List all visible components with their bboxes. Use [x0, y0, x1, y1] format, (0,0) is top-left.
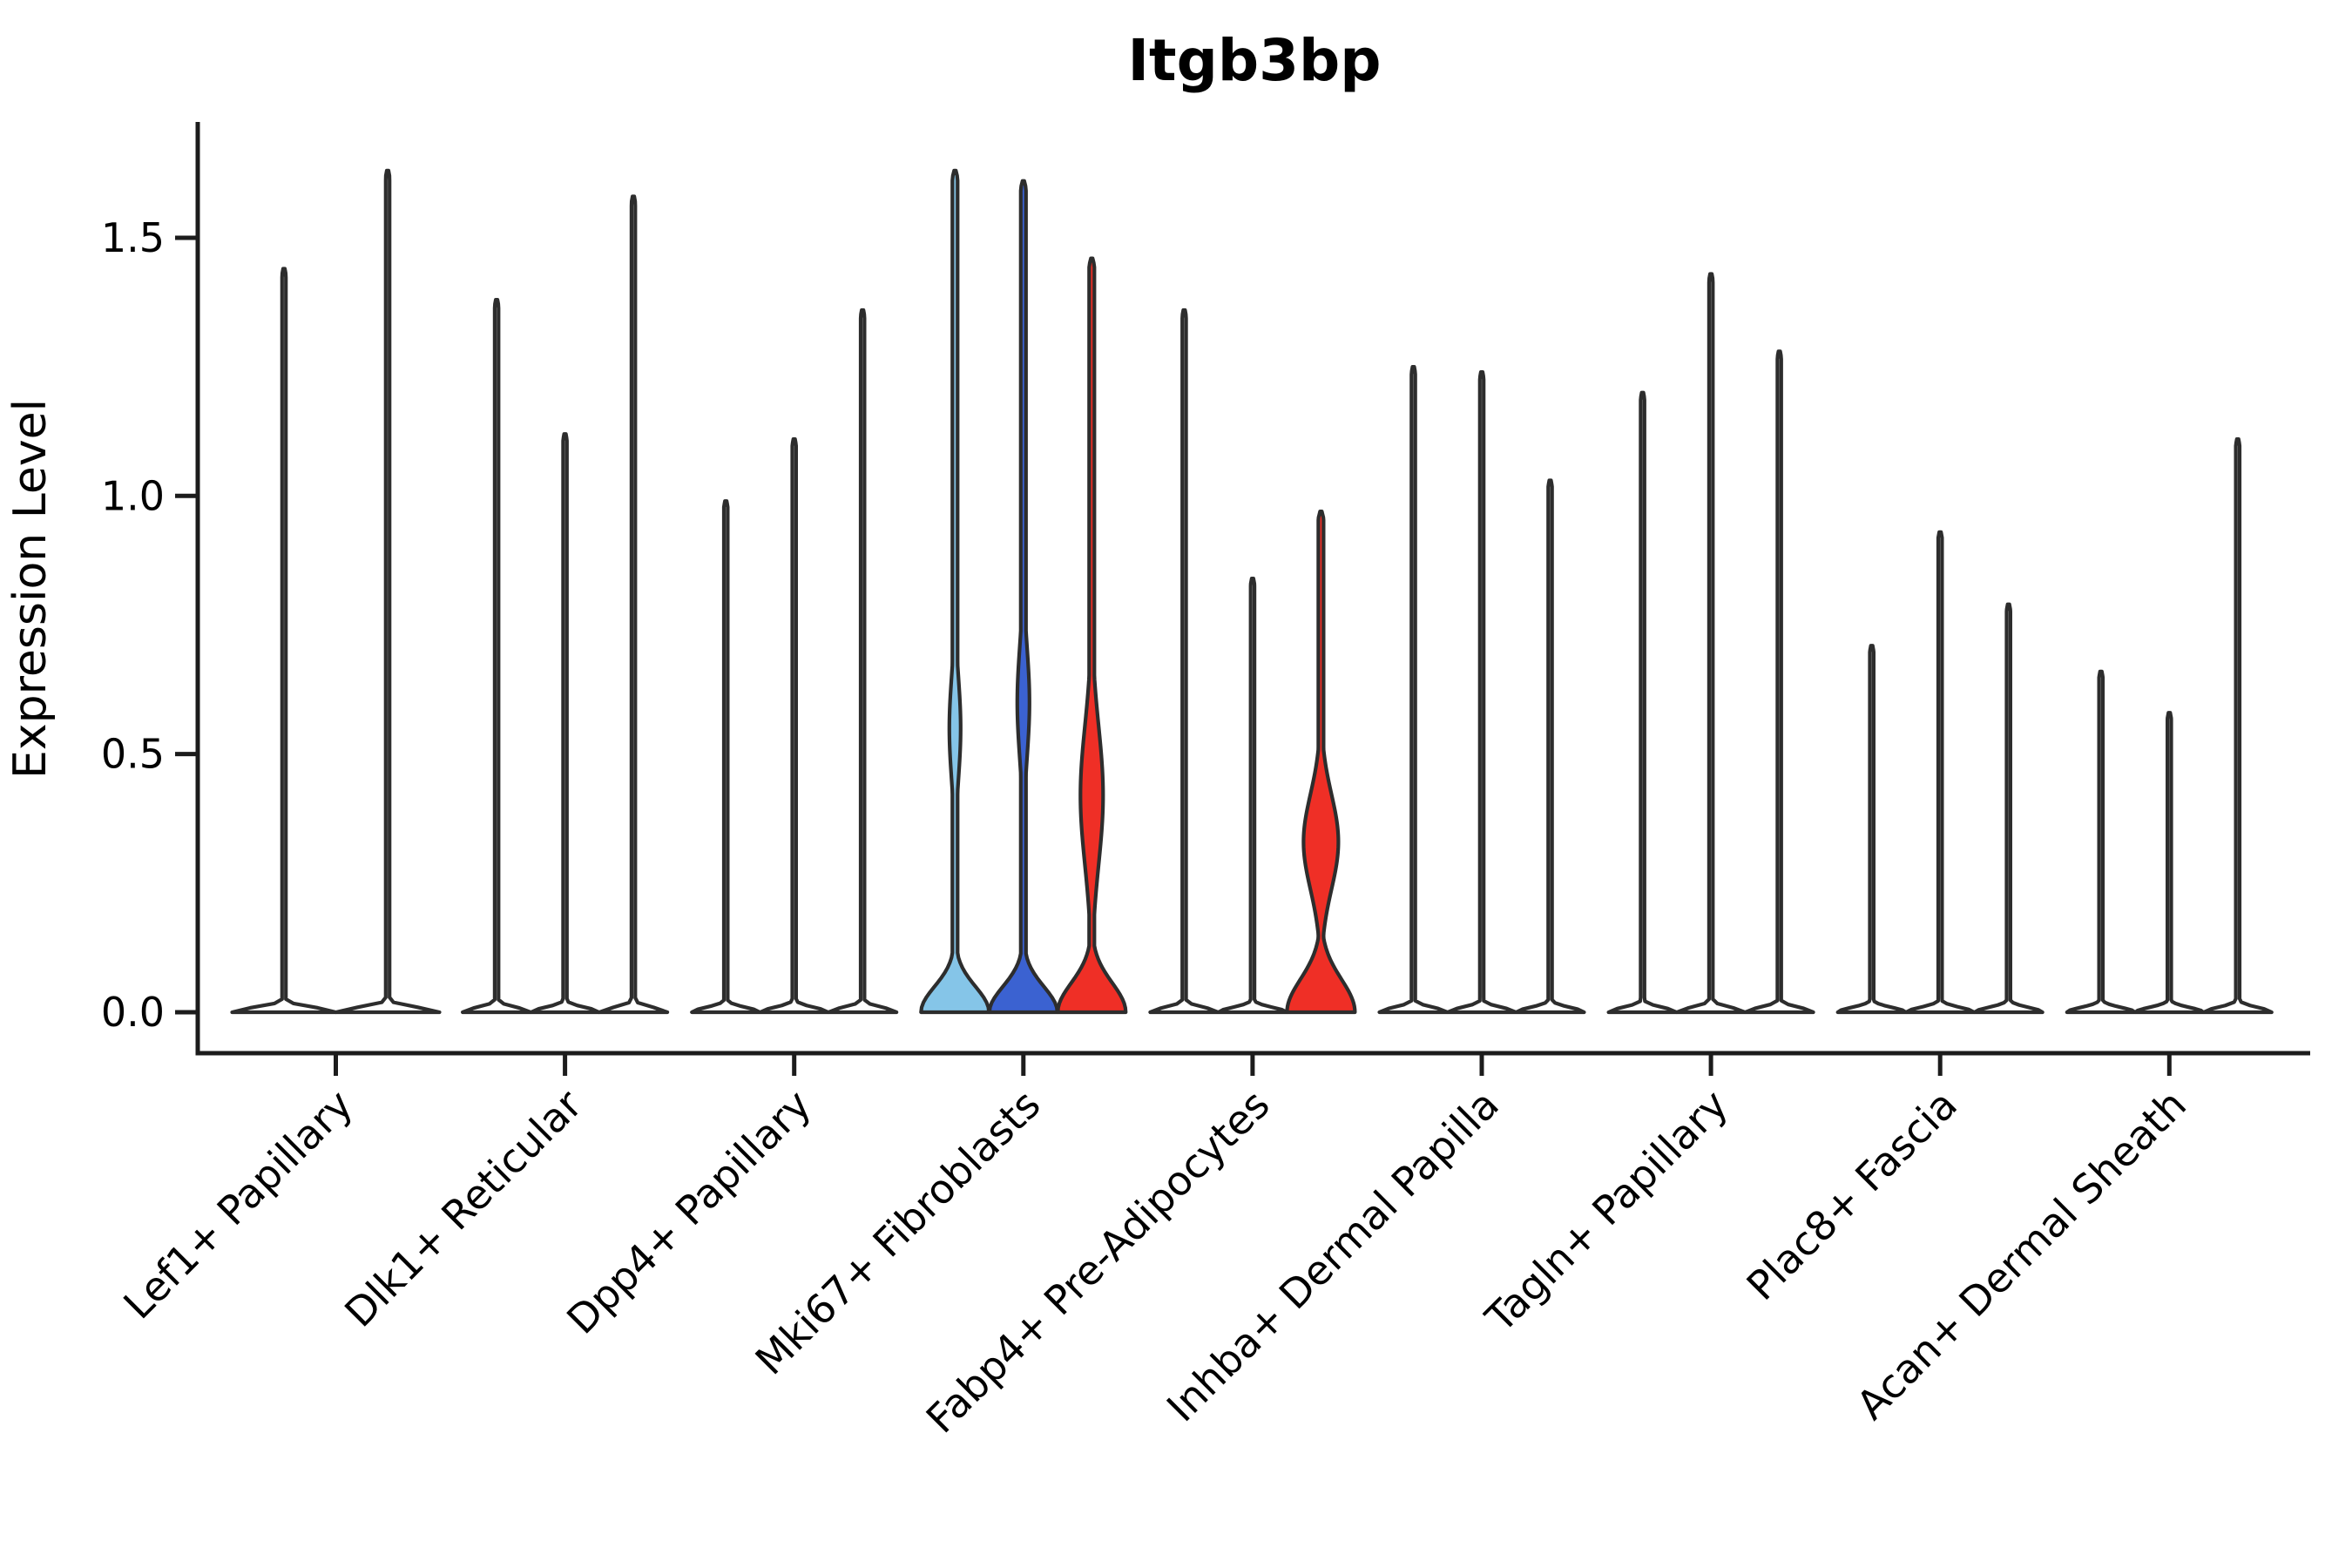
x-tick-label: Dpp4+ Papillary	[558, 1081, 820, 1343]
violin-shape	[1216, 577, 1288, 1015]
violins-layer	[230, 168, 2274, 1015]
violin-shape	[1606, 390, 1679, 1015]
violin-shape	[2133, 711, 2206, 1015]
violin-shape	[1972, 602, 2044, 1015]
y-tick-label: 1.5	[101, 214, 165, 261]
violin-shape	[690, 499, 762, 1015]
violin-shape	[1445, 369, 1518, 1015]
violin-shape	[529, 432, 601, 1015]
violin-shape	[1904, 530, 1977, 1015]
violin-shape	[461, 297, 533, 1015]
x-tick-label: Dlk1+ Reticular	[335, 1081, 591, 1336]
violin-shape	[230, 267, 338, 1015]
x-tick-label: Tagln+ Papillary	[1476, 1081, 1737, 1342]
x-tick-label: Plac8+ Fascia	[1738, 1081, 1966, 1309]
violin-shape	[1148, 308, 1220, 1015]
violin-shape	[987, 179, 1059, 1015]
violin-shape	[1514, 478, 1586, 1015]
violin-shape	[1377, 365, 1450, 1015]
violin-shape	[1743, 349, 1815, 1015]
violin-shape	[1285, 509, 1357, 1015]
plot-title: Itgb3bp	[1127, 27, 1381, 94]
y-tick-label: 0.5	[101, 731, 165, 778]
violin-shape	[334, 168, 442, 1015]
y-tick-label: 0.0	[101, 989, 165, 1036]
violin-shape	[758, 437, 830, 1015]
violin-shape	[827, 308, 899, 1015]
violin-shape	[598, 194, 670, 1015]
violin-shape	[2065, 669, 2137, 1015]
y-axis-label: Expression Level	[4, 399, 57, 779]
violin-shape	[1835, 644, 1908, 1015]
violin-shape	[2201, 437, 2274, 1015]
y-tick-label: 1.0	[101, 472, 165, 519]
x-tick-label: Lef1+ Papillary	[114, 1081, 362, 1328]
violin-shape	[1675, 272, 1747, 1015]
violin-shape	[919, 168, 991, 1015]
violin-shape	[1056, 256, 1128, 1015]
y-ticks-layer: 0.0 0.5 1.0 1.5	[101, 214, 198, 1036]
